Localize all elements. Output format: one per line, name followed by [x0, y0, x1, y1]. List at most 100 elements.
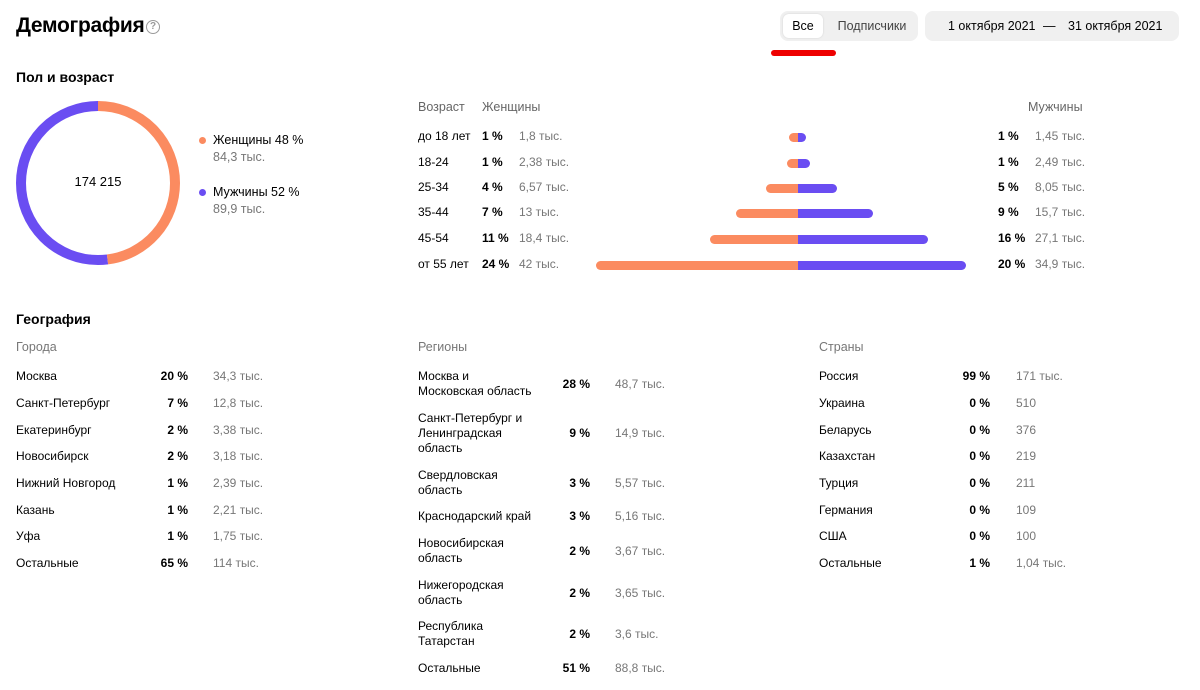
- age-row: 35-44 7 % 13 тыс. 9 % 15,7 тыс.: [0, 205, 1200, 225]
- item-count: 12,8 тыс.: [213, 396, 264, 410]
- item-count: 211: [1016, 476, 1036, 490]
- item-pct: 1 %: [167, 503, 188, 517]
- male-count: 34,9 тыс.: [1035, 257, 1086, 271]
- age-row: от 55 лет 24 % 42 тыс. 20 % 34,9 тыс.: [0, 257, 1200, 277]
- male-bar: [798, 261, 966, 270]
- item-name: Украина: [819, 396, 865, 410]
- tab-all[interactable]: Все: [783, 14, 823, 38]
- male-count: 2,49 тыс.: [1035, 155, 1086, 169]
- item-name: Беларусь: [819, 423, 872, 437]
- regions-header: Регионы: [418, 340, 468, 354]
- age-label: 25-34: [418, 180, 449, 194]
- item-pct: 3 %: [569, 475, 590, 490]
- date-range-picker[interactable]: 1 октября 2021 — 31 октября 2021: [925, 11, 1179, 41]
- female-pct: 11 %: [482, 231, 509, 245]
- female-bar: [735, 209, 798, 218]
- item-count: 5,57 тыс.: [615, 475, 666, 490]
- female-count: 1,8 тыс.: [519, 129, 563, 143]
- item-name: Остальные: [418, 661, 481, 675]
- legend-male-label: Мужчины 52 %: [213, 185, 300, 199]
- female-bar: [596, 261, 798, 270]
- women-header: Женщины: [482, 100, 541, 114]
- item-name: Краснодарский край: [418, 509, 532, 523]
- female-bar: [766, 184, 798, 193]
- male-pct: 5 %: [998, 180, 1019, 194]
- male-bar: [798, 184, 837, 193]
- item-count: 3,38 тыс.: [213, 423, 264, 437]
- gender-donut-chart: [16, 101, 180, 265]
- item-pct: 2 %: [569, 543, 590, 558]
- female-bar: [789, 133, 798, 142]
- page-title: Демография: [16, 14, 145, 37]
- age-row: 25-34 4 % 6,57 тыс. 5 % 8,05 тыс.: [0, 180, 1200, 200]
- date-to: 31 октября 2021: [1068, 19, 1163, 33]
- item-name: Свердловская область: [418, 468, 498, 497]
- item-name: Санкт-Петербург: [16, 396, 111, 410]
- item-name: Санкт-Петербург и Ленинградская область: [418, 411, 523, 455]
- item-count: 3,18 тыс.: [213, 449, 264, 463]
- help-icon[interactable]: ?: [146, 20, 160, 34]
- male-pct: 1 %: [998, 155, 1019, 169]
- male-count: 8,05 тыс.: [1035, 180, 1086, 194]
- item-name: Новосибирск: [16, 449, 89, 463]
- item-pct: 2 %: [569, 626, 590, 641]
- age-label: до 18 лет: [418, 129, 471, 143]
- item-pct: 0 %: [969, 476, 990, 490]
- female-bar: [709, 235, 798, 244]
- audience-switch: Все Подписчики: [780, 11, 918, 41]
- item-name: Москва и Московская область: [418, 369, 532, 398]
- item-pct: 99 %: [962, 369, 990, 383]
- item-pct: 1 %: [969, 556, 990, 570]
- item-pct: 0 %: [969, 423, 990, 437]
- male-bar: [798, 159, 810, 168]
- item-pct: 9 %: [569, 426, 590, 440]
- item-pct: 2 %: [167, 423, 188, 437]
- item-pct: 0 %: [969, 503, 990, 517]
- item-name: Нижний Новгород: [16, 476, 116, 490]
- male-bar: [798, 133, 806, 142]
- age-label: 35-44: [418, 205, 449, 219]
- female-count: 18,4 тыс.: [519, 231, 570, 245]
- female-pct: 24 %: [482, 257, 510, 271]
- item-count: 48,7 тыс.: [615, 376, 666, 391]
- male-count: 1,45 тыс.: [1035, 129, 1086, 143]
- item-pct: 0 %: [969, 529, 990, 543]
- item-pct: 0 %: [969, 396, 990, 410]
- female-count: 6,57 тыс.: [519, 180, 570, 194]
- item-count: 14,9 тыс.: [615, 426, 666, 440]
- female-pct: 4 %: [482, 180, 503, 194]
- item-count: 2,21 тыс.: [213, 503, 264, 517]
- item-name: Остальные: [16, 556, 79, 570]
- item-pct: 1 %: [167, 476, 188, 490]
- item-name: Германия: [819, 503, 873, 517]
- female-pct: 1 %: [482, 129, 503, 143]
- cities-header: Города: [16, 340, 57, 354]
- men-header: Мужчины: [1028, 100, 1083, 114]
- item-count: 510: [1016, 396, 1037, 410]
- male-count: 15,7 тыс.: [1035, 205, 1086, 219]
- female-bar: [786, 159, 798, 168]
- item-pct: 2 %: [167, 449, 188, 463]
- item-pct: 65 %: [160, 556, 188, 570]
- tab-subscribers[interactable]: Подписчики: [837, 19, 907, 33]
- age-header: Возраст: [418, 100, 465, 114]
- item-count: 109: [1016, 503, 1037, 517]
- item-name: США: [819, 529, 847, 543]
- legend-male-count: 89,9 тыс.: [213, 202, 266, 216]
- item-name: Казань: [16, 503, 55, 517]
- item-count: 3,6 тыс.: [615, 626, 659, 641]
- female-pct: 1 %: [482, 155, 503, 169]
- legend-female-count: 84,3 тыс.: [213, 150, 266, 164]
- item-name: Турция: [819, 476, 859, 490]
- female-count: 42 тыс.: [519, 257, 560, 271]
- item-count: 376: [1016, 423, 1037, 437]
- female-count: 13 тыс.: [519, 205, 560, 219]
- red-underline-mark: [771, 50, 836, 56]
- male-pct: 9 %: [998, 205, 1019, 219]
- item-name: Казахстан: [819, 449, 876, 463]
- item-count: 100: [1016, 529, 1037, 543]
- item-count: 5,16 тыс.: [615, 509, 666, 523]
- item-name: Россия: [819, 369, 859, 383]
- female-pct: 7 %: [482, 205, 503, 219]
- item-count: 3,65 тыс.: [615, 585, 666, 600]
